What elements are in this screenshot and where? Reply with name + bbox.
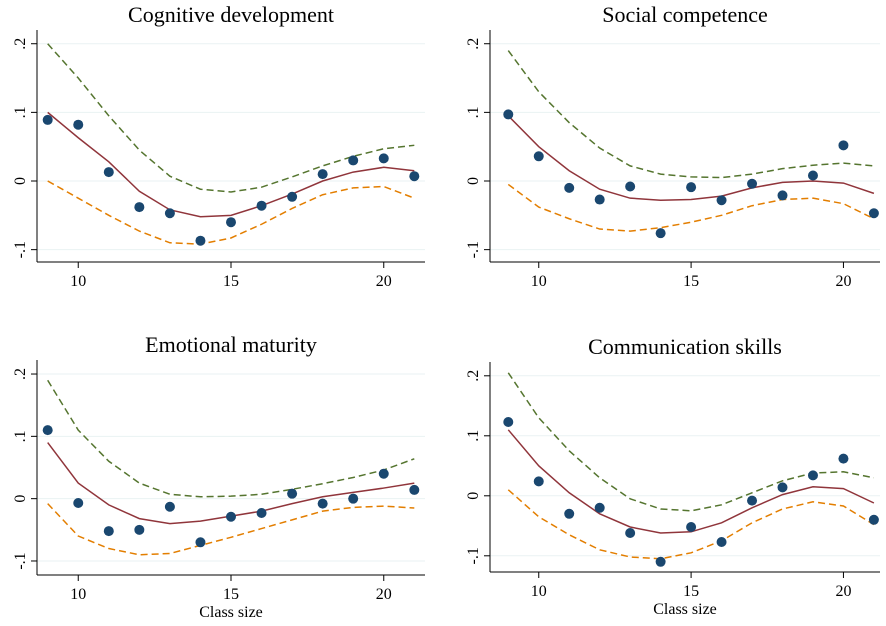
point [287,488,298,499]
point [378,468,389,479]
x-tick-label: 10 [531,273,547,290]
ci-line [507,50,874,179]
ci-line [47,180,415,245]
point [256,507,267,518]
point [226,511,236,522]
y-tick-label: -.1 [465,241,482,258]
point [195,537,206,548]
point [164,501,175,512]
point [73,498,84,509]
point [838,453,849,464]
point [594,502,605,513]
panel-title: Cognitive development [128,2,334,27]
x-tick-label: 10 [70,273,86,290]
y-tick-label: .2 [465,370,482,382]
point [868,208,879,219]
x-axis-label: Class size [199,604,263,621]
point [42,114,53,125]
point [317,169,328,180]
point [655,556,666,567]
panel-title: Communication skills [588,334,782,359]
point [655,228,666,239]
x-tick-label: 15 [223,273,239,290]
point [73,119,84,130]
point [564,508,575,519]
ci-line [47,379,415,498]
point [164,208,175,219]
point [838,140,849,151]
x-tick-label: 20 [376,273,392,290]
y-tick-label: .2 [12,38,29,50]
y-tick-label: .1 [12,430,29,442]
x-tick-label: 20 [835,583,851,600]
x-tick-label: 20 [376,586,392,603]
point [747,178,758,189]
point [42,425,53,436]
y-tick-label: .2 [12,368,29,380]
point [409,171,420,182]
panel-title: Emotional maturity [145,332,317,357]
point [256,200,267,211]
point [195,235,206,246]
point [807,470,818,481]
y-tick-label: .1 [12,106,29,118]
x-tick-label: 10 [70,586,86,603]
point [625,181,636,192]
x-tick-label: 15 [683,583,699,600]
x-axis-label: Class size [653,601,717,618]
point [503,417,514,427]
point [503,109,514,120]
y-tick-label: 0 [465,492,482,500]
y-tick-label: -.1 [12,241,29,258]
point [134,202,145,213]
x-tick-label: 10 [531,583,547,600]
x-tick-label: 15 [223,586,239,603]
x-tick-label: 20 [835,273,851,290]
point [103,167,114,178]
ci-line [47,503,415,556]
ci-line [47,43,415,193]
y-tick-label: .1 [465,430,482,442]
point [317,498,328,509]
y-tick-label: -.1 [12,552,29,569]
point [378,153,389,164]
point [533,476,544,487]
point [686,522,697,532]
y-tick-label: 0 [12,495,29,503]
point [594,194,605,205]
y-tick-label: 0 [12,177,29,185]
fit-line [47,111,415,218]
point [716,537,727,547]
point [807,170,818,181]
point [777,482,788,493]
point [747,495,758,506]
point [564,182,575,193]
point [777,190,788,201]
point [348,493,359,504]
point [348,155,359,166]
panel-title: Social competence [602,2,768,27]
point [625,528,636,538]
point [287,191,298,202]
point [226,217,236,228]
point [686,182,697,193]
y-tick-label: .1 [465,106,482,118]
point [716,195,727,206]
fit-line [507,115,875,201]
y-tick-label: -.1 [465,547,482,564]
ci-line [507,489,875,560]
point [409,484,420,495]
ci-line [507,183,875,232]
y-tick-label: 0 [465,177,482,185]
point [533,151,544,162]
point [134,524,145,535]
point [868,514,879,525]
x-tick-label: 15 [683,273,699,290]
point [103,526,114,537]
y-tick-label: .2 [465,38,482,50]
